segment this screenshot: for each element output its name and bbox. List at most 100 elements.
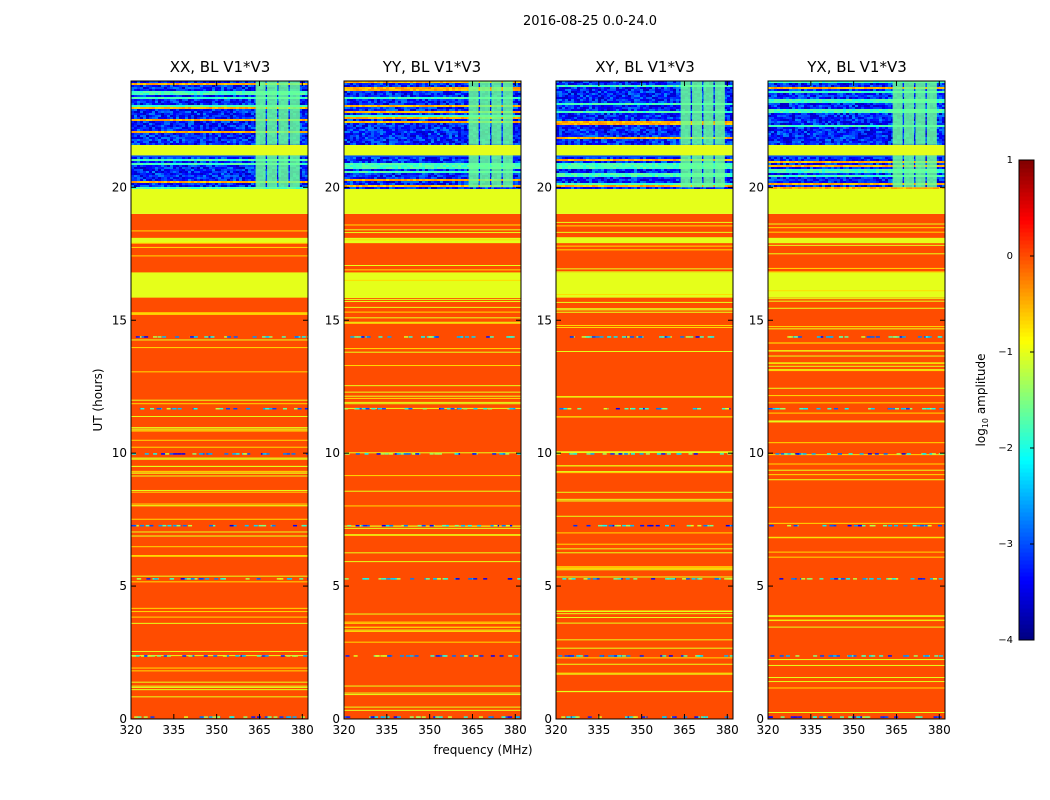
heatmap-cell (305, 121, 308, 123)
heatmap-cell (302, 179, 305, 181)
heatmap-cell (206, 83, 209, 85)
heatmap-cell (188, 139, 191, 141)
heatmap-cell (305, 105, 308, 107)
heatmap-cell (224, 181, 227, 183)
heatmap-cell (146, 97, 149, 99)
heatmap-cell (233, 101, 236, 103)
heatmap-cell (248, 143, 251, 145)
heatmap-cell (212, 183, 215, 185)
heatmap-cell (191, 171, 194, 173)
heatmap-noise (499, 655, 504, 657)
heatmap-cell (248, 115, 251, 117)
heatmap-cell (215, 131, 218, 133)
heatmap-cell (299, 185, 302, 187)
heatmap-cell (212, 89, 215, 91)
heatmap-cell (221, 143, 224, 145)
heatmap-cell (305, 93, 308, 95)
heatmap-cell (434, 85, 437, 87)
heatmap-cell (137, 171, 140, 173)
heatmap-cell (422, 81, 425, 83)
heatmap-cell (410, 93, 413, 95)
heatmap-cell (140, 143, 143, 145)
heatmap-cell (137, 115, 140, 117)
heatmap-cell (182, 101, 185, 103)
heatmap-cell (137, 107, 140, 109)
heatmap-cell (152, 131, 155, 133)
heatmap-cell (209, 127, 212, 129)
heatmap-cell (455, 131, 458, 133)
heatmap-noise (272, 407, 277, 410)
heatmap-cell (398, 129, 401, 131)
heatmap-cell (287, 121, 290, 123)
heatmap-noise (435, 716, 440, 718)
heatmap-cell (230, 85, 233, 87)
heatmap-cell (215, 103, 218, 105)
heatmap-noise (286, 453, 291, 455)
heatmap-cell (389, 127, 392, 129)
heatmap-cell (458, 107, 461, 109)
heatmap-cell (233, 125, 236, 127)
heatmap-cell (305, 127, 308, 129)
heatmap-line (131, 427, 308, 429)
heatmap-cell (395, 95, 398, 97)
heatmap-cell (368, 89, 371, 91)
heatmap-cell (242, 137, 245, 139)
heatmap-cell (299, 85, 302, 87)
heatmap-cell (242, 125, 245, 127)
heatmap-noise (203, 655, 208, 657)
heatmap-cell (236, 143, 239, 145)
heatmap-noise (157, 407, 162, 410)
heatmap-cell (167, 111, 170, 113)
heatmap-cell (221, 115, 224, 117)
heatmap-cell (449, 127, 452, 129)
heatmap-cell (251, 109, 254, 111)
heatmap-cell (245, 171, 248, 173)
heatmap-cell (350, 123, 353, 125)
heatmap-cell (422, 91, 425, 93)
heatmap-cell (239, 93, 242, 95)
heatmap-cell (395, 129, 398, 131)
heatmap-cell (365, 101, 368, 103)
heatmap-cell (467, 91, 470, 93)
heatmap-noise (363, 524, 368, 527)
heatmap-line (131, 312, 308, 314)
heatmap-line (344, 351, 521, 353)
heatmap-cell (383, 81, 386, 83)
heatmap-cell (200, 163, 203, 165)
heatmap-cell (167, 157, 170, 159)
heatmap-cell (248, 185, 251, 187)
heatmap-cell (266, 187, 269, 189)
heatmap-cell (146, 119, 149, 121)
heatmap-cell (467, 93, 470, 95)
heatmap-cell (248, 109, 251, 111)
heatmap-cell (344, 115, 347, 117)
heatmap-cell (131, 157, 134, 159)
heatmap-cell (425, 115, 428, 117)
heatmap-cell (254, 161, 257, 163)
heatmap-cell (428, 129, 431, 131)
heatmap-cell (146, 137, 149, 139)
heatmap-cell (398, 83, 401, 85)
heatmap-cell (251, 165, 254, 167)
heatmap-cell (194, 93, 197, 95)
heatmap-cell (416, 107, 419, 109)
heatmap-noise (265, 336, 270, 338)
heatmap-cell (218, 111, 221, 113)
heatmap-cell (347, 109, 350, 111)
heatmap-cell (233, 129, 236, 131)
heatmap-cell (410, 113, 413, 115)
heatmap-cell (230, 169, 233, 171)
heatmap-cell (431, 87, 434, 89)
heatmap-noise (408, 407, 413, 410)
heatmap-cell (212, 81, 215, 83)
heatmap-cell (443, 123, 446, 125)
heatmap-cell (155, 137, 158, 139)
heatmap-cell (149, 131, 152, 133)
heatmap-cell (254, 99, 257, 101)
heatmap-line (131, 255, 308, 257)
heatmap-noise (132, 524, 137, 527)
heatmap-cell (173, 135, 176, 137)
heatmap-cell (299, 111, 302, 113)
heatmap-cell (230, 125, 233, 127)
heatmap-cell (194, 95, 197, 97)
